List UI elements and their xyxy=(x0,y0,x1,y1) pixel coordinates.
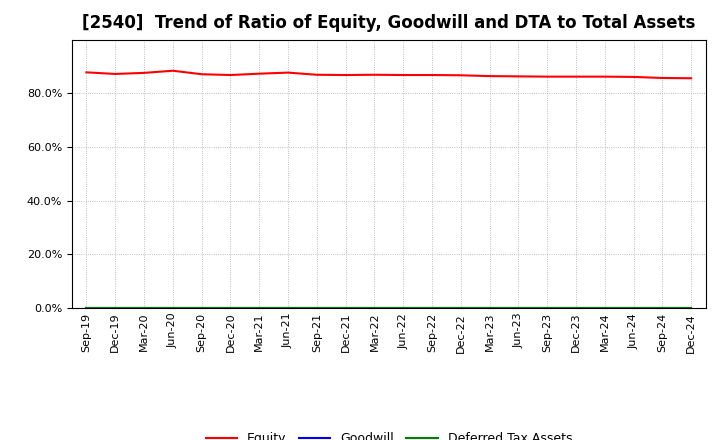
Title: [2540]  Trend of Ratio of Equity, Goodwill and DTA to Total Assets: [2540] Trend of Ratio of Equity, Goodwil… xyxy=(82,15,696,33)
Equity xyxy=(456,73,465,78)
Equity xyxy=(370,72,379,77)
Deferred Tax Assets xyxy=(456,305,465,311)
Equity xyxy=(312,72,321,77)
Equity xyxy=(629,74,638,80)
Deferred Tax Assets xyxy=(428,305,436,311)
Deferred Tax Assets xyxy=(629,305,638,311)
Equity xyxy=(226,73,235,78)
Goodwill xyxy=(341,305,350,311)
Goodwill xyxy=(226,305,235,311)
Goodwill xyxy=(658,305,667,311)
Deferred Tax Assets xyxy=(140,305,148,311)
Deferred Tax Assets xyxy=(687,305,696,311)
Goodwill xyxy=(514,305,523,311)
Deferred Tax Assets xyxy=(543,305,552,311)
Deferred Tax Assets xyxy=(168,305,177,311)
Goodwill xyxy=(197,305,206,311)
Equity xyxy=(111,71,120,77)
Deferred Tax Assets xyxy=(111,305,120,311)
Equity xyxy=(687,76,696,81)
Legend: Equity, Goodwill, Deferred Tax Assets: Equity, Goodwill, Deferred Tax Assets xyxy=(201,427,577,440)
Goodwill xyxy=(284,305,292,311)
Deferred Tax Assets xyxy=(370,305,379,311)
Equity xyxy=(399,73,408,78)
Goodwill xyxy=(485,305,494,311)
Goodwill xyxy=(255,305,264,311)
Deferred Tax Assets xyxy=(485,305,494,311)
Equity xyxy=(255,71,264,76)
Line: Equity: Equity xyxy=(86,71,691,78)
Equity xyxy=(341,73,350,78)
Goodwill xyxy=(572,305,580,311)
Deferred Tax Assets xyxy=(197,305,206,311)
Equity xyxy=(197,72,206,77)
Equity xyxy=(514,74,523,79)
Goodwill xyxy=(370,305,379,311)
Deferred Tax Assets xyxy=(284,305,292,311)
Goodwill xyxy=(428,305,436,311)
Goodwill xyxy=(82,305,91,311)
Deferred Tax Assets xyxy=(226,305,235,311)
Equity xyxy=(600,74,609,79)
Goodwill xyxy=(687,305,696,311)
Goodwill xyxy=(543,305,552,311)
Goodwill xyxy=(168,305,177,311)
Deferred Tax Assets xyxy=(514,305,523,311)
Deferred Tax Assets xyxy=(572,305,580,311)
Deferred Tax Assets xyxy=(255,305,264,311)
Equity xyxy=(284,70,292,75)
Deferred Tax Assets xyxy=(312,305,321,311)
Goodwill xyxy=(312,305,321,311)
Equity xyxy=(485,73,494,79)
Equity xyxy=(428,73,436,78)
Equity xyxy=(658,75,667,81)
Goodwill xyxy=(456,305,465,311)
Goodwill xyxy=(140,305,148,311)
Goodwill xyxy=(399,305,408,311)
Goodwill xyxy=(629,305,638,311)
Equity xyxy=(168,68,177,73)
Deferred Tax Assets xyxy=(399,305,408,311)
Equity xyxy=(82,70,91,75)
Goodwill xyxy=(600,305,609,311)
Deferred Tax Assets xyxy=(600,305,609,311)
Deferred Tax Assets xyxy=(82,305,91,311)
Deferred Tax Assets xyxy=(658,305,667,311)
Equity xyxy=(140,70,148,76)
Deferred Tax Assets xyxy=(341,305,350,311)
Equity xyxy=(572,74,580,79)
Goodwill xyxy=(111,305,120,311)
Equity xyxy=(543,74,552,79)
